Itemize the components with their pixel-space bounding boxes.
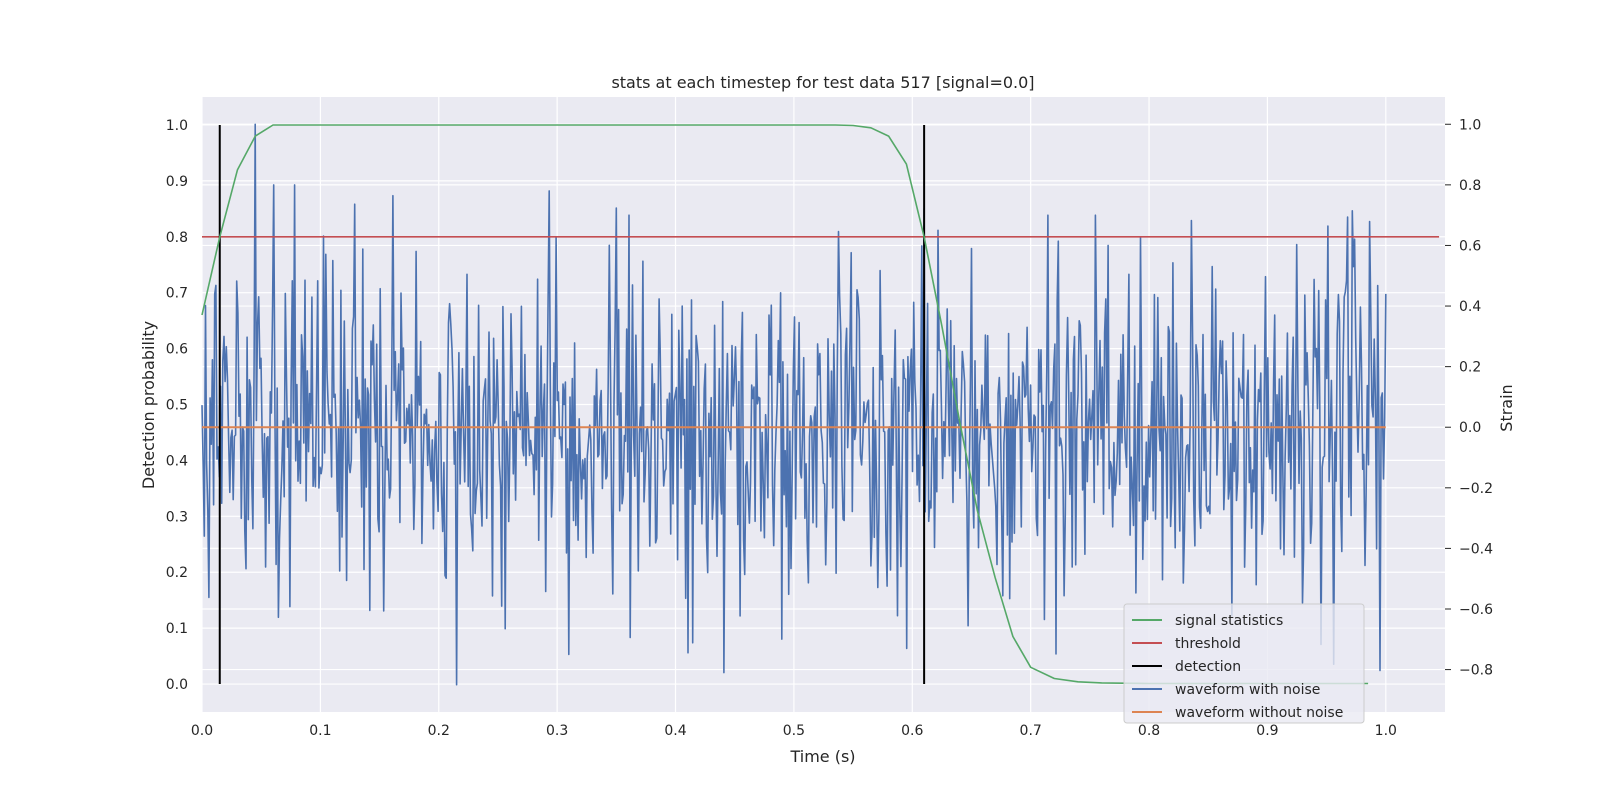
y-right-tick-label: 0.2 — [1459, 360, 1481, 376]
x-tick-label: 0.7 — [1020, 723, 1042, 739]
x-tick-label: 0.8 — [1138, 723, 1160, 739]
y-tick-label: 1.0 — [166, 118, 188, 134]
y-right-tick-label: −0.2 — [1459, 481, 1493, 497]
x-tick-label: 0.1 — [309, 723, 331, 739]
x-tick-label: 0.6 — [901, 723, 923, 739]
y-axis-right-label: Strain — [1497, 384, 1516, 431]
data-layer — [201, 123, 1440, 686]
y-tick-label: 0.6 — [166, 342, 188, 358]
y-right-tick-label: 0.4 — [1459, 299, 1481, 315]
y-tick-label: 0.9 — [166, 174, 188, 190]
y-tick-label: 0.4 — [166, 453, 188, 469]
y-tick-label: 0.2 — [166, 565, 188, 581]
y-tick-label: 0.5 — [166, 398, 188, 414]
y-right-tick-label: 0.8 — [1459, 178, 1481, 194]
y-right-tick-label: −0.4 — [1459, 541, 1493, 557]
x-tick-label: 0.5 — [783, 723, 805, 739]
x-axis-label: Time (s) — [789, 747, 855, 766]
legend-label: threshold — [1175, 636, 1241, 652]
x-tick-label: 1.0 — [1375, 723, 1397, 739]
legend-label: detection — [1175, 659, 1241, 675]
y-right-tick-label: 0.6 — [1459, 238, 1481, 254]
legend-label: signal statistics — [1175, 613, 1283, 629]
series-waveform-with-noise — [201, 123, 1387, 686]
y-tick-label: 0.1 — [166, 621, 188, 637]
series-signal-statistics — [201, 124, 1369, 685]
x-tick-label: 0.0 — [191, 723, 213, 739]
y-right-tick-label: −0.8 — [1459, 663, 1493, 679]
chart-title: stats at each timestep for test data 517… — [611, 73, 1034, 92]
axis-layer: 0.0 0.1 0.2 0.3 0.4 0.5 0.6 0.7 0.8 0.9 1.0 0.0 0.1 0… — [166, 117, 1493, 739]
legend-label: waveform with noise — [1175, 682, 1320, 698]
legend-box — [1123, 603, 1365, 724]
x-tick-label: 0.9 — [1256, 723, 1278, 739]
y-tick-label: 0.8 — [166, 230, 188, 246]
y-right-tick-label: 1.0 — [1459, 117, 1481, 133]
x-tick-label: 0.4 — [664, 723, 686, 739]
legend-label: waveform without noise — [1175, 705, 1343, 721]
y-axis-label: Detection probability — [139, 321, 158, 489]
legend: signal statistics threshold detection wavef… — [1123, 603, 1365, 724]
legend-items: signal statistics threshold detection wavef… — [1132, 613, 1343, 721]
y-tick-label: 0.3 — [166, 509, 188, 525]
x-tick-label: 0.3 — [546, 723, 568, 739]
x-tick-label: 0.2 — [428, 723, 450, 739]
y-tick-label: 0.0 — [166, 677, 188, 693]
y-right-tick-label: −0.6 — [1459, 602, 1493, 618]
y-right-tick-label: 0.0 — [1459, 420, 1481, 436]
y-tick-label: 0.7 — [166, 286, 188, 302]
